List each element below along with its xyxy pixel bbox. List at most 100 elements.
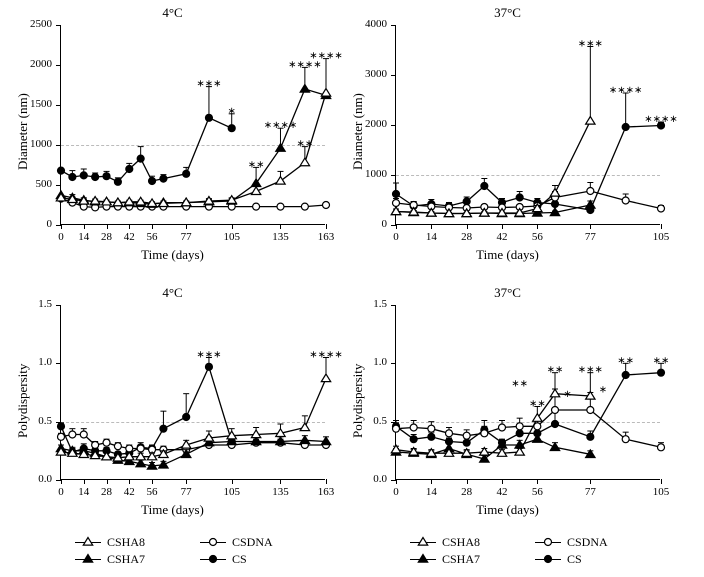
y-tick-label: 1.5: [342, 298, 387, 310]
y-axis-label: Diameter (nm): [15, 93, 31, 170]
x-axis-label: Time (days): [5, 502, 340, 518]
legend-line-icon: [75, 542, 101, 543]
svg-text:∗∗: ∗∗: [248, 159, 265, 170]
x-tick-label: 56: [147, 231, 158, 243]
x-tick-label: 77: [585, 231, 596, 243]
x-tick-label: 163: [318, 486, 335, 498]
x-tick: [661, 479, 662, 484]
legend-item: CSDNA: [535, 535, 608, 550]
x-tick-label: 135: [272, 231, 289, 243]
x-tick-label: 28: [461, 231, 472, 243]
x-tick: [326, 479, 327, 484]
x-axis-label: Time (days): [340, 247, 675, 263]
svg-text:∗∗∗∗: ∗∗∗∗: [644, 114, 678, 125]
svg-text:∗∗∗∗: ∗∗∗∗: [309, 350, 343, 361]
chart-panel: 37°C0.00.51.01.501428425677105∗∗∗∗∗∗∗∗∗∗…: [340, 285, 675, 515]
legend-line-icon: [200, 542, 226, 543]
legend-item: CSDNA: [200, 535, 273, 550]
plot-svg: ∗∗∗∗∗∗∗∗∗∗∗: [396, 25, 661, 225]
legend-item: CSHA7: [75, 552, 145, 567]
x-tick-label: 14: [426, 486, 437, 498]
plot-area: 0100020003000400001428425677105∗∗∗∗∗∗∗∗∗…: [395, 25, 660, 225]
x-tick-label: 77: [181, 231, 192, 243]
svg-text:∗∗∗: ∗∗∗: [578, 365, 603, 376]
y-tick-label: 0: [342, 218, 387, 230]
x-tick-label: 0: [393, 486, 399, 498]
legend-line-icon: [535, 559, 561, 560]
x-tick-label: 14: [78, 486, 89, 498]
panel-title: 4°C: [5, 5, 340, 21]
legend: CSDNA CS: [535, 533, 608, 569]
svg-text:∗: ∗: [563, 389, 571, 400]
x-tick-label: 56: [532, 231, 543, 243]
y-tick-label: 3000: [342, 68, 387, 80]
x-tick-label: 42: [124, 231, 135, 243]
panel-title: 37°C: [340, 5, 675, 21]
y-axis-label: Polydispersity: [350, 363, 366, 437]
x-tick-label: 135: [272, 486, 289, 498]
panel-title: 4°C: [5, 285, 340, 301]
plot-area: 0.00.51.01.501428425677105135163∗∗∗∗∗∗∗: [60, 305, 325, 480]
legend-label: CSDNA: [567, 535, 608, 550]
svg-text:∗∗∗∗: ∗∗∗∗: [309, 51, 343, 62]
y-tick-label: 1.5: [7, 298, 52, 310]
x-tick-label: 105: [223, 231, 240, 243]
chart-panel: 37°C0100020003000400001428425677105∗∗∗∗∗…: [340, 5, 675, 260]
legend-item: CSHA8: [75, 535, 145, 550]
y-axis-label: Diameter (nm): [350, 93, 366, 170]
x-tick: [326, 224, 327, 229]
plot-svg: ∗∗∗∗∗∗∗∗∗∗∗∗∗∗∗∗∗∗∗∗: [61, 25, 326, 225]
x-tick-label: 105: [653, 486, 670, 498]
y-tick-label: 0: [7, 218, 52, 230]
plot-svg: ∗∗∗∗∗∗∗: [61, 305, 326, 480]
x-tick-label: 28: [101, 231, 112, 243]
x-tick: [661, 224, 662, 229]
x-tick-label: 28: [461, 486, 472, 498]
y-tick-label: 2500: [7, 18, 52, 30]
legend-line-icon: [410, 559, 436, 560]
x-tick-label: 0: [58, 486, 64, 498]
legend-label: CSDNA: [232, 535, 273, 550]
svg-text:∗∗∗: ∗∗∗: [196, 79, 221, 90]
svg-text:∗∗∗: ∗∗∗: [578, 39, 603, 50]
y-tick-label: 500: [7, 178, 52, 190]
x-tick-label: 56: [147, 486, 158, 498]
x-tick-label: 77: [585, 486, 596, 498]
x-tick-label: 163: [318, 231, 335, 243]
chart-panel: 4°C 0500100015002000250001428425677105135…: [5, 5, 340, 260]
plot-area: 0500100015002000250001428425677105135163…: [60, 25, 325, 225]
x-axis-label: Time (days): [5, 247, 340, 263]
legend-item: CSHA7: [410, 552, 480, 567]
x-tick-label: 0: [58, 231, 64, 243]
y-axis-label: Polydispersity: [15, 363, 31, 437]
panel-title: 37°C: [340, 285, 675, 301]
x-tick-label: 42: [497, 486, 508, 498]
plot-svg: ∗∗∗∗∗∗∗∗∗∗∗∗∗∗∗: [396, 305, 661, 480]
svg-text:∗∗∗∗: ∗∗∗∗: [609, 85, 643, 96]
legend-label: CSHA7: [107, 552, 145, 567]
legend-line-icon: [535, 542, 561, 543]
y-tick-label: 2000: [7, 58, 52, 70]
y-tick-label: 0.0: [342, 473, 387, 485]
svg-text:∗∗: ∗∗: [529, 399, 546, 410]
svg-text:∗∗: ∗∗: [511, 379, 528, 390]
svg-text:∗∗∗: ∗∗∗: [196, 350, 221, 361]
legend-item: CSHA8: [410, 535, 480, 550]
svg-text:∗∗: ∗∗: [617, 355, 634, 366]
legend-label: CSHA8: [107, 535, 145, 550]
legend-line-icon: [200, 559, 226, 560]
plot-area: 0.00.51.01.501428425677105∗∗∗∗∗∗∗∗∗∗∗∗∗∗…: [395, 305, 660, 480]
legend-line-icon: [410, 542, 436, 543]
x-tick-label: 56: [532, 486, 543, 498]
x-tick-label: 14: [78, 231, 89, 243]
chart-panel: 4°C 0.00.51.01.501428425677105135163∗∗∗∗∗…: [5, 285, 340, 515]
y-tick-label: 4000: [342, 18, 387, 30]
x-tick-label: 0: [393, 231, 399, 243]
svg-text:∗: ∗: [228, 106, 236, 117]
legend-item: CS: [535, 552, 608, 567]
legend: CSDNACS: [200, 533, 273, 569]
svg-text:∗: ∗: [599, 385, 607, 396]
legend: CSHA8 CSHA7: [410, 533, 480, 569]
x-tick-label: 42: [497, 231, 508, 243]
legend-label: CS: [567, 552, 582, 567]
